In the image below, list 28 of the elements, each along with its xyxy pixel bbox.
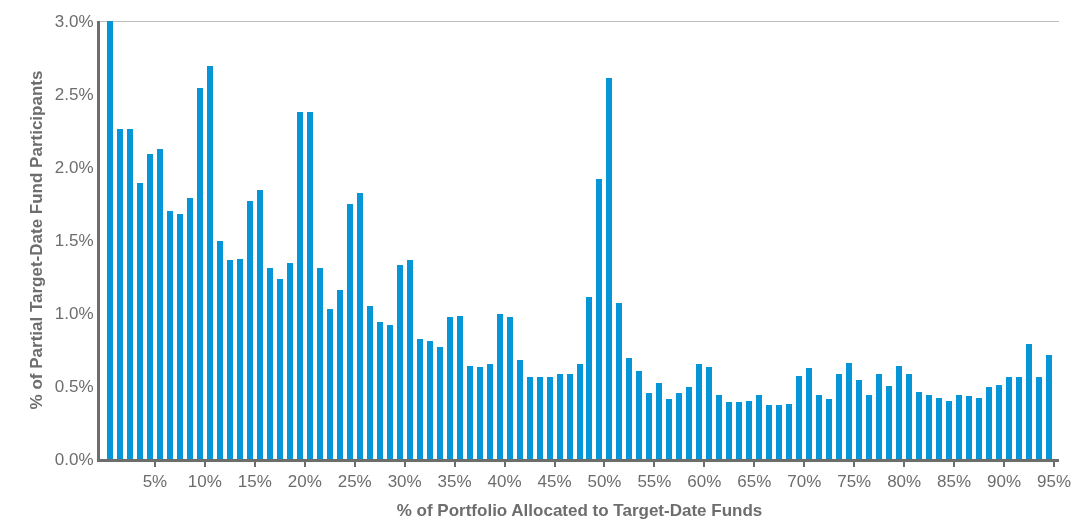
y-axis-title: % of Partial Target-Date Fund Participants [27, 70, 47, 410]
x-tick-label: 90% [987, 472, 1022, 492]
x-tick-label: 65% [737, 472, 772, 492]
x-tick-label: 45% [537, 472, 572, 492]
x-tick-label: 5% [142, 472, 168, 492]
x-tick-label: 80% [887, 472, 922, 492]
x-tick-label: 35% [437, 472, 472, 492]
x-tick-label: 10% [187, 472, 222, 492]
x-tick-label: 75% [837, 472, 872, 492]
x-tick-label: 15% [237, 472, 272, 492]
x-tick-label: 70% [787, 472, 822, 492]
y-tick-label: 1.5% [54, 230, 94, 250]
y-tick-label: 0.5% [54, 376, 94, 396]
x-tick-label: 25% [337, 472, 372, 492]
x-tick-label: 95% [1036, 472, 1072, 492]
x-tick-label: 30% [387, 472, 422, 492]
y-tick-label: 1.0% [54, 303, 94, 323]
x-tick-label: 60% [687, 472, 722, 492]
y-tick-label: 2.0% [54, 157, 94, 177]
x-tick-label: 85% [937, 472, 972, 492]
y-tick-label: 3.0% [54, 11, 94, 31]
x-tick-label: 50% [587, 472, 622, 492]
x-tick-label: 40% [487, 472, 522, 492]
y-tick-label: 2.5% [54, 84, 94, 104]
x-tick-label: 55% [637, 472, 672, 492]
y-tick-label: 0.0% [54, 449, 94, 469]
x-tick-label: 20% [287, 472, 322, 492]
x-axis-title: % of Portfolio Allocated to Target-Date Funds [396, 500, 763, 520]
